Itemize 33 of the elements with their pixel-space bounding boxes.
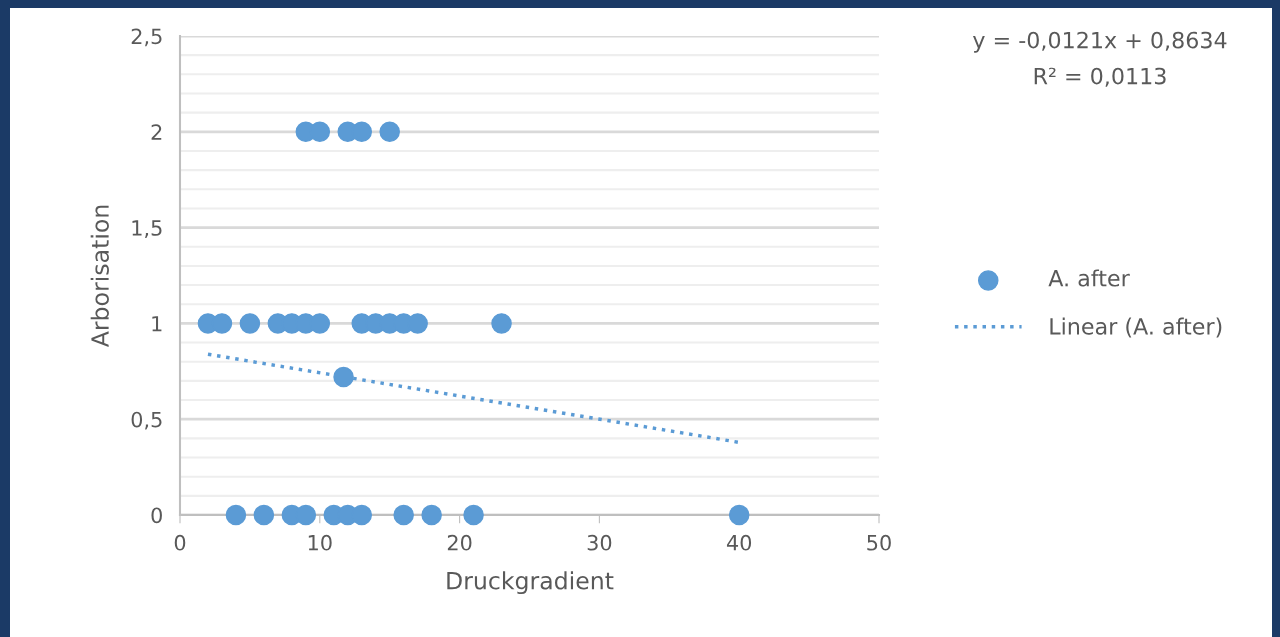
- point: [295, 504, 317, 526]
- point: [253, 504, 275, 526]
- x-tick-label: 10: [308, 534, 332, 551]
- x-tick-label: 50: [867, 534, 891, 551]
- legend-label: A. after: [1048, 269, 1130, 287]
- point: [225, 504, 247, 526]
- y-tick-label: 2,5: [131, 28, 162, 47]
- point: [393, 504, 414, 526]
- x-tick-label: 30: [587, 534, 612, 551]
- y-axis-title: Arborisation: [90, 205, 109, 348]
- point: [239, 313, 261, 334]
- y-tick-label: 0,5: [131, 411, 162, 430]
- point: [351, 121, 373, 143]
- x-tick-label: 20: [447, 534, 472, 551]
- point: [463, 504, 484, 526]
- x-tick-label: 40: [726, 534, 752, 551]
- x-tick-label: 0: [174, 534, 186, 551]
- text: y = -0,0121x + 0,8634: [973, 31, 1227, 53]
- point: [407, 313, 428, 334]
- y-tick-label: 1,5: [132, 220, 162, 238]
- y-tick-label: 1: [152, 316, 162, 332]
- point: [333, 366, 354, 388]
- point: [728, 504, 750, 526]
- y-tick-label: 0: [151, 507, 162, 524]
- text: R² = 0,0113: [1034, 67, 1166, 87]
- legend-label: Linear (A. after): [1050, 317, 1222, 338]
- point: [421, 504, 442, 526]
- point: [351, 504, 373, 526]
- point: [309, 121, 331, 143]
- x-axis-title: Druckgradient: [447, 571, 614, 595]
- point: [379, 121, 400, 143]
- point: [491, 313, 512, 334]
- y-tick-label: 2: [151, 124, 162, 140]
